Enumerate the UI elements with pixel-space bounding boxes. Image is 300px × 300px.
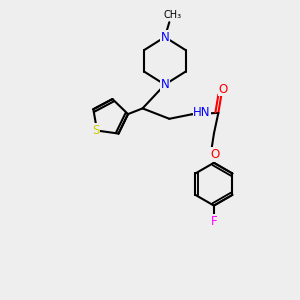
Text: F: F: [211, 214, 217, 227]
Text: O: O: [218, 82, 227, 96]
Text: N: N: [160, 78, 169, 91]
Text: CH₃: CH₃: [163, 10, 182, 20]
Text: N: N: [160, 31, 169, 44]
Text: S: S: [92, 124, 99, 137]
Text: HN: HN: [193, 106, 211, 119]
Text: O: O: [211, 148, 220, 161]
